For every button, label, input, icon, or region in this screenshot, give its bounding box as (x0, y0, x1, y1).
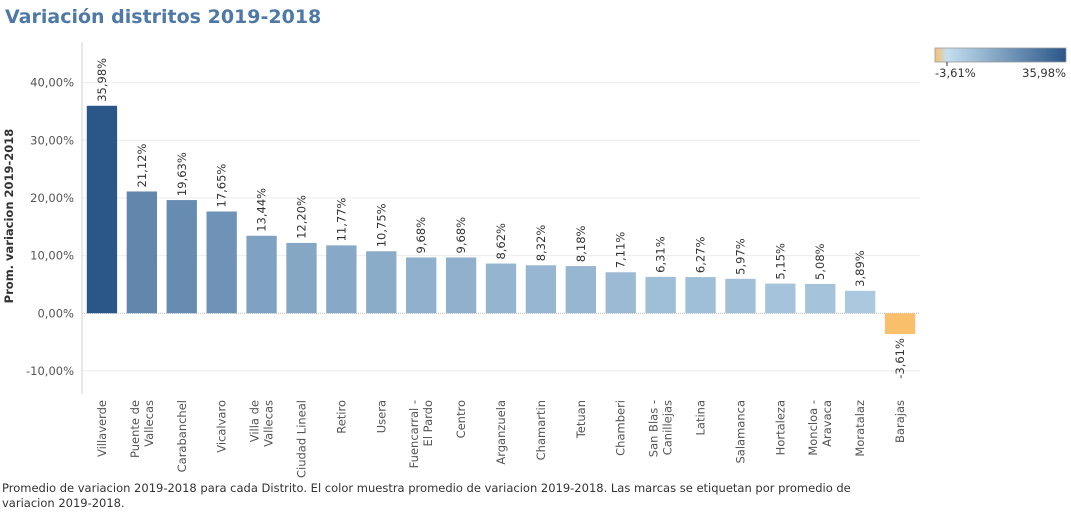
bar[interactable] (884, 313, 916, 335)
value-label: 35,98% (95, 58, 109, 102)
x-tick-label: Arganzuela (494, 400, 508, 465)
value-labels: 35,98% 21,12% 19,63% 17,65% 13,44% 12,20% 11,7… (95, 58, 907, 379)
value-label: 17,65% (215, 164, 229, 208)
x-tick-label: Hortaleza (773, 400, 787, 455)
x-tick-label: Chamartin (534, 400, 548, 460)
bar[interactable] (844, 290, 876, 314)
bar[interactable] (126, 191, 158, 314)
bar[interactable] (286, 242, 317, 314)
value-label: 5,97% (733, 238, 747, 275)
x-tick-label: Canillejas (661, 400, 675, 455)
value-label: 8,18% (574, 225, 588, 262)
bar[interactable] (366, 251, 397, 314)
x-tick-label: Moratalaz (853, 400, 867, 457)
legend-gradient-bar (934, 47, 1067, 63)
chart-caption: Promedio de variacion 2019-2018 para cad… (2, 481, 851, 510)
value-label: 11,77% (334, 197, 348, 241)
value-label: 7,11% (614, 232, 628, 269)
y-tick-label: 0,00% (37, 306, 74, 320)
x-tick-label: Usera (374, 400, 388, 433)
x-tick-label: Fuencarral - (407, 400, 421, 468)
value-label: 8,32% (534, 225, 548, 262)
value-label: 9,68% (414, 217, 428, 254)
legend-max-label: 35,98% (1022, 66, 1066, 80)
bar[interactable] (206, 211, 237, 314)
bar[interactable] (246, 235, 277, 314)
x-tick-label: Aravaca (820, 400, 834, 447)
x-tick-label: Centro (454, 400, 468, 438)
value-label: 6,27% (694, 237, 708, 274)
bar[interactable] (525, 265, 557, 314)
y-axis: -10,00% 0,00% 10,00% 20,00% 30,00% 40,00% (26, 42, 83, 394)
value-label: -3,61% (893, 338, 907, 379)
bar[interactable] (86, 105, 118, 314)
x-tick-label: Villa de (248, 400, 262, 442)
y-axis-label: Prom. variacion 2019-2018 (2, 129, 16, 304)
value-label: 5,15% (773, 243, 787, 280)
bar[interactable] (166, 200, 197, 314)
value-label: 3,89% (853, 250, 867, 287)
x-axis: Villaverde Puente de Vallecas Carabanchel Vi… (95, 400, 907, 478)
value-label: 13,44% (255, 188, 269, 232)
value-label: 21,12% (135, 144, 149, 188)
value-label: 12,20% (294, 195, 308, 239)
bar[interactable] (605, 272, 636, 314)
legend-min-label: -3,61% (935, 66, 976, 80)
bars (86, 105, 916, 335)
value-label: 10,75% (374, 203, 388, 247)
x-tick-label: El Pardo (421, 400, 435, 446)
x-tick-label: Vicalvaro (215, 400, 229, 453)
x-tick-label: Latina (694, 400, 708, 436)
x-tick-label: Retiro (334, 400, 348, 434)
bar[interactable] (725, 278, 756, 314)
x-tick-label: Tetuan (574, 400, 588, 439)
x-tick-label: Puente de (128, 400, 142, 458)
value-label: 8,62% (494, 223, 508, 260)
x-tick-label: San Blas - (647, 400, 661, 457)
y-tick-label: 10,00% (30, 249, 74, 263)
x-tick-label: Moncloa - (806, 400, 820, 456)
y-tick-label: 20,00% (30, 191, 74, 205)
x-tick-label: Salamanca (733, 400, 747, 464)
x-tick-label: Vallecas (142, 400, 156, 447)
bar[interactable] (445, 257, 477, 314)
value-label: 6,31% (654, 236, 668, 273)
value-label: 9,68% (454, 217, 468, 254)
bar[interactable] (406, 257, 437, 314)
color-legend: -3,61% 35,98% (934, 47, 1068, 81)
x-tick-label: Chamberi (614, 400, 628, 456)
x-tick-label: Carabanchel (175, 400, 189, 472)
x-tick-label: Ciudad Lineal (294, 400, 308, 478)
x-tick-label: Barajas (893, 400, 907, 443)
bar[interactable] (645, 276, 676, 314)
bar[interactable] (565, 266, 596, 314)
chart-title: Variación distritos 2019-2018 (5, 6, 322, 28)
y-tick-label: -10,00% (26, 364, 74, 378)
bar[interactable] (685, 277, 716, 314)
x-tick-label: Villaverde (95, 400, 109, 457)
value-label: 5,08% (813, 243, 827, 280)
bar[interactable] (805, 283, 836, 314)
y-tick-label: 40,00% (30, 76, 74, 90)
x-tick-label: Vallecas (262, 400, 276, 447)
value-label: 19,63% (175, 152, 189, 196)
y-tick-label: 30,00% (30, 133, 74, 147)
bar-chart: -10,00% 0,00% 10,00% 20,00% 30,00% 40,00% 35,… (2, 42, 920, 478)
bar[interactable] (326, 245, 357, 314)
bar[interactable] (765, 283, 796, 314)
bar[interactable] (485, 263, 517, 314)
